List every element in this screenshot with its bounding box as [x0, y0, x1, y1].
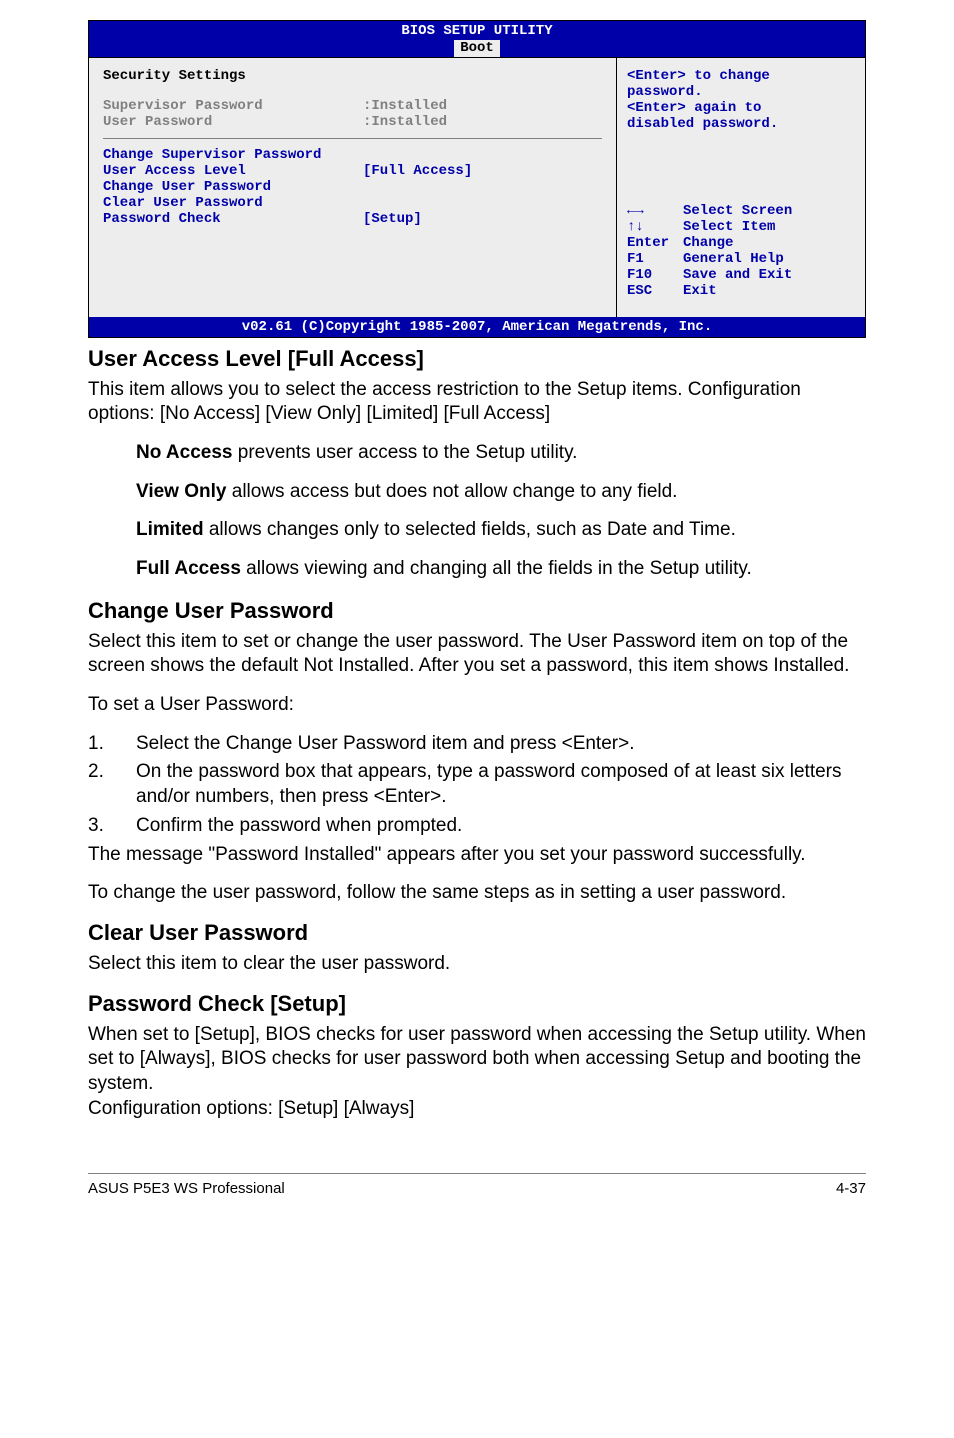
bios-body: Security Settings Supervisor Password :I… [89, 57, 865, 317]
select-item-label: Select Item [683, 219, 775, 235]
step-1-text: Select the Change User Password item and… [136, 732, 866, 757]
user-access-level-desc: This item allows you to select the acces… [88, 378, 866, 427]
supervisor-password-row: Supervisor Password :Installed [103, 98, 602, 114]
user-access-level-value: [Full Access] [363, 163, 602, 179]
limited-text: allows changes only to selected fields, … [204, 519, 736, 540]
clear-user-password-desc: Select this item to clear the user passw… [88, 952, 866, 977]
select-screen-label: Select Screen [683, 203, 792, 219]
bios-section-title: Security Settings [103, 68, 602, 84]
set-password-steps: 1.Select the Change User Password item a… [88, 732, 866, 839]
bios-help-text: <Enter> to change password. <Enter> agai… [627, 68, 855, 132]
no-access-bold: No Access [136, 442, 232, 463]
arrows-ud-icon: ↑↓ [627, 219, 683, 235]
supervisor-password-value: :Installed [363, 98, 602, 114]
bios-left-pane: Security Settings Supervisor Password :I… [89, 57, 617, 317]
bios-header: BIOS SETUP UTILITY Boot [89, 21, 865, 57]
page-footer: ASUS P5E3 WS Professional 4-37 [88, 1173, 866, 1217]
user-access-level-label: User Access Level [103, 163, 363, 179]
user-access-level-row[interactable]: User Access Level [Full Access] [103, 163, 602, 179]
limited-option: Limited allows changes only to selected … [136, 518, 866, 543]
key-f10: F10 Save and Exit [627, 267, 855, 283]
full-access-bold: Full Access [136, 558, 241, 579]
step-1: 1.Select the Change User Password item a… [88, 732, 866, 757]
step-2-num: 2. [88, 760, 136, 809]
bios-tab-boot: Boot [454, 40, 500, 57]
limited-bold: Limited [136, 519, 204, 540]
bios-title: BIOS SETUP UTILITY [89, 23, 865, 40]
esc-key: ESC [627, 283, 683, 299]
step-1-num: 1. [88, 732, 136, 757]
key-select-screen: ←→ Select Screen [627, 203, 855, 219]
change-label: Change [683, 235, 733, 251]
password-check-value: [Setup] [363, 211, 602, 227]
user-access-level-heading: User Access Level [Full Access] [88, 346, 866, 372]
key-esc: ESC Exit [627, 283, 855, 299]
save-exit-label: Save and Exit [683, 267, 792, 283]
f1-key: F1 [627, 251, 683, 267]
full-access-text: allows viewing and changing all the fiel… [241, 558, 752, 579]
clear-user-password-heading: Clear User Password [88, 920, 866, 946]
key-f1: F1 General Help [627, 251, 855, 267]
bios-divider [103, 138, 602, 139]
exit-label: Exit [683, 283, 717, 299]
change-supervisor-row[interactable]: Change Supervisor Password [103, 147, 602, 163]
password-check-heading: Password Check [Setup] [88, 991, 866, 1017]
help-line-2: password. [627, 84, 855, 100]
help-line-1: <Enter> to change [627, 68, 855, 84]
clear-user-password-row[interactable]: Clear User Password [103, 195, 602, 211]
step-3-num: 3. [88, 814, 136, 839]
step-3: 3.Confirm the password when prompted. [88, 814, 866, 839]
footer-product: ASUS P5E3 WS Professional [88, 1180, 285, 1197]
general-help-label: General Help [683, 251, 784, 267]
password-check-label: Password Check [103, 211, 363, 227]
step-2: 2.On the password box that appears, type… [88, 760, 866, 809]
step-2-text: On the password box that appears, type a… [136, 760, 866, 809]
step-3-text: Confirm the password when prompted. [136, 814, 866, 839]
password-check-options: Configuration options: [Setup] [Always] [88, 1097, 866, 1122]
bios-right-pane: <Enter> to change password. <Enter> agai… [617, 57, 865, 317]
key-enter: Enter Change [627, 235, 855, 251]
change-user-password-heading: Change User Password [88, 598, 866, 624]
bios-key-hints: ←→ Select Screen ↑↓ Select Item Enter Ch… [627, 203, 855, 307]
user-password-row: User Password :Installed [103, 114, 602, 130]
change-user-password-label: Change User Password [103, 179, 363, 195]
bios-setup-panel: BIOS SETUP UTILITY Boot Security Setting… [88, 20, 866, 338]
password-check-row[interactable]: Password Check [Setup] [103, 211, 602, 227]
change-user-password-desc: Select this item to set or change the us… [88, 630, 866, 679]
change-supervisor-label: Change Supervisor Password [103, 147, 363, 163]
supervisor-password-label: Supervisor Password [103, 98, 363, 114]
view-only-option: View Only allows access but does not all… [136, 480, 866, 505]
password-check-desc: When set to [Setup], BIOS checks for use… [88, 1023, 866, 1097]
f10-key: F10 [627, 267, 683, 283]
footer-page-number: 4-37 [836, 1180, 866, 1197]
user-password-value: :Installed [363, 114, 602, 130]
view-only-text: allows access but does not allow change … [226, 481, 677, 502]
change-password-note: To change the user password, follow the … [88, 881, 866, 906]
bios-footer: v02.61 (C)Copyright 1985-2007, American … [89, 317, 865, 337]
arrows-lr-icon: ←→ [627, 203, 683, 219]
key-select-item: ↑↓ Select Item [627, 219, 855, 235]
document-content: User Access Level [Full Access] This ite… [0, 346, 954, 1156]
password-installed-msg: The message "Password Installed" appears… [88, 843, 866, 868]
help-line-3: <Enter> again to [627, 100, 855, 116]
set-user-password-intro: To set a User Password: [88, 693, 866, 718]
full-access-option: Full Access allows viewing and changing … [136, 557, 866, 582]
no-access-text: prevents user access to the Setup utilit… [232, 442, 577, 463]
change-user-password-row[interactable]: Change User Password [103, 179, 602, 195]
help-line-4: disabled password. [627, 116, 855, 132]
no-access-option: No Access prevents user access to the Se… [136, 441, 866, 466]
enter-key: Enter [627, 235, 683, 251]
access-options: No Access prevents user access to the Se… [136, 441, 866, 582]
view-only-bold: View Only [136, 481, 226, 502]
user-password-label: User Password [103, 114, 363, 130]
clear-user-password-label: Clear User Password [103, 195, 363, 211]
